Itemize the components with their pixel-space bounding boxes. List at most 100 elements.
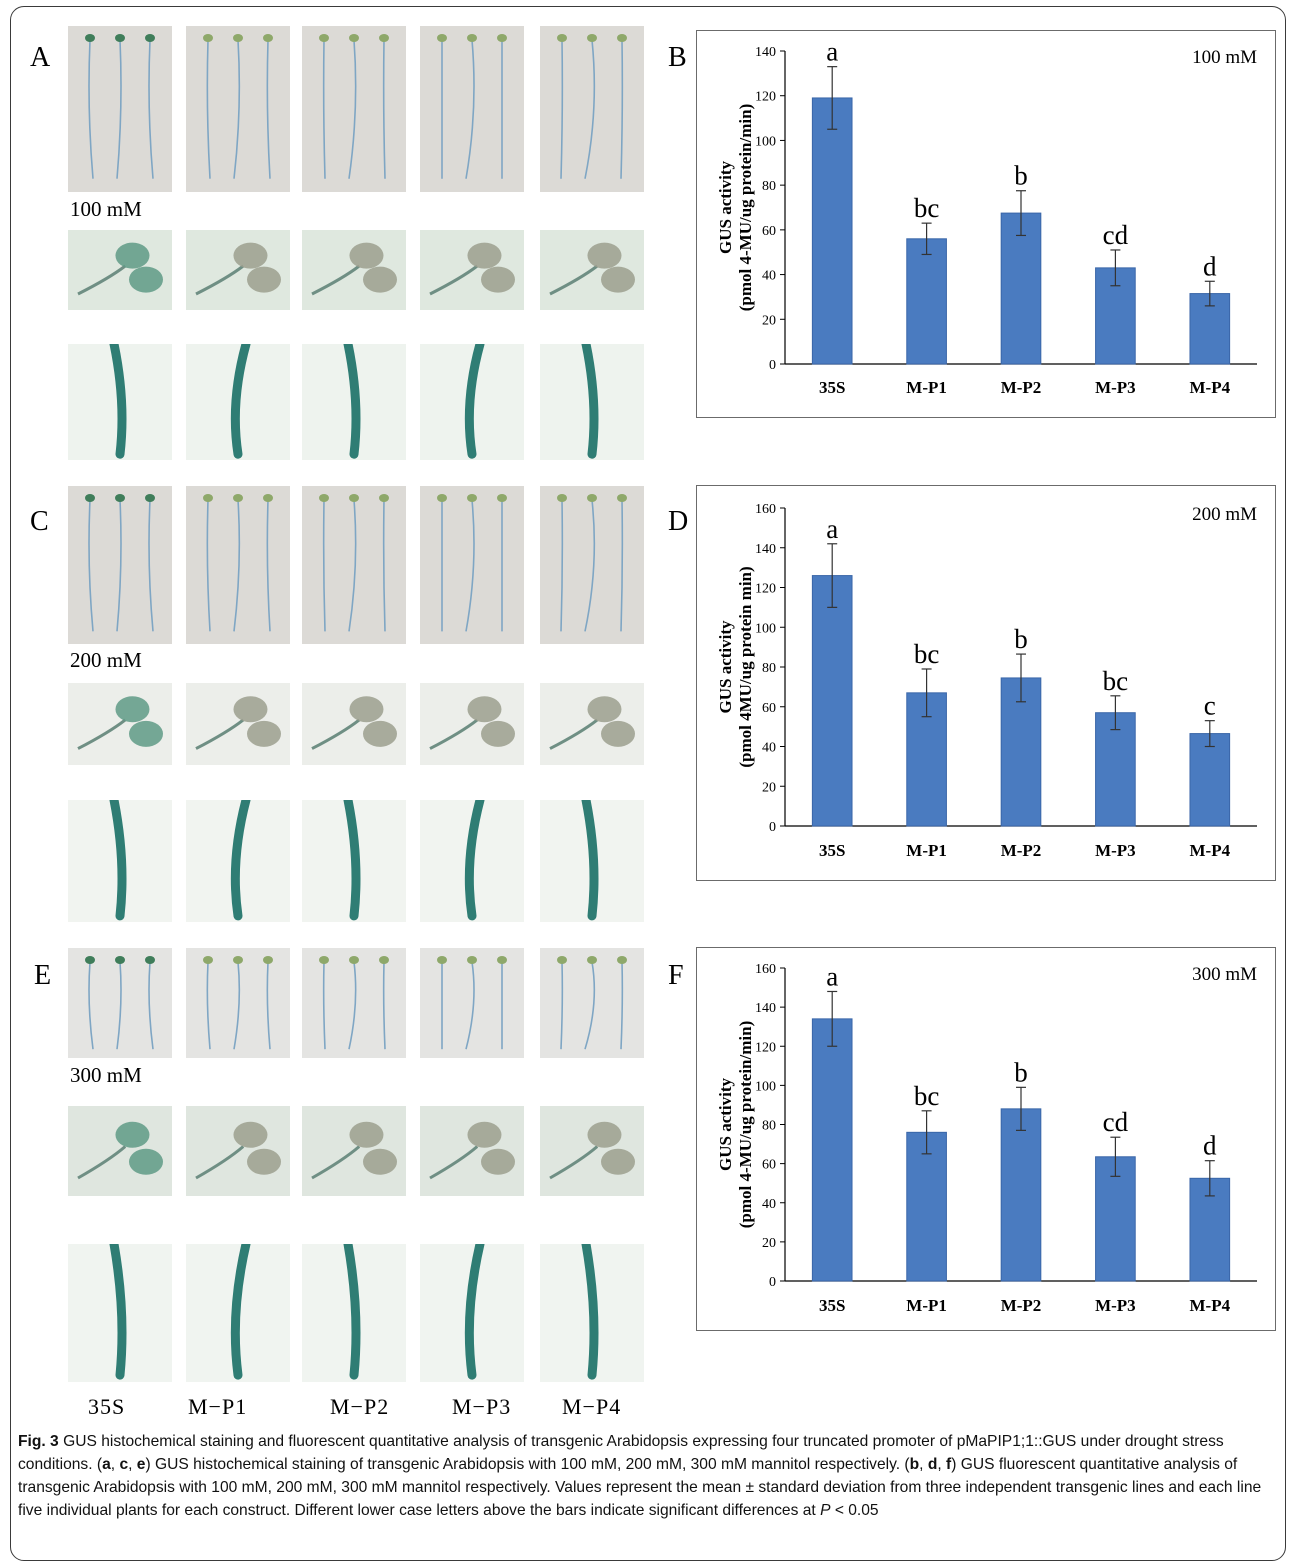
gus-roots-photo xyxy=(420,1244,524,1382)
gus-cotyledons-photo xyxy=(420,683,524,765)
bar xyxy=(1189,733,1231,827)
gus-seedlings-photo xyxy=(420,948,524,1058)
y-tick-label: 20 xyxy=(762,780,776,795)
significance-letter: b xyxy=(1014,1057,1028,1087)
significance-letter: bc xyxy=(1103,666,1129,696)
x-tick-label: M-P1 xyxy=(906,841,947,860)
caption-ref-f: f xyxy=(946,1456,952,1473)
y-axis-label: GUS activity xyxy=(716,160,735,254)
y-tick-label: 40 xyxy=(762,269,776,284)
y-tick-label: 160 xyxy=(755,962,776,977)
construct-label-m-p1: M−P1 xyxy=(188,1394,248,1419)
gus-seedlings-photo xyxy=(540,486,644,644)
construct-label-m-p3: M−P3 xyxy=(452,1394,512,1419)
significance-letter: cd xyxy=(1103,220,1129,250)
x-tick-label: M-P4 xyxy=(1190,378,1231,397)
gus-roots-photo xyxy=(302,800,406,922)
figure-caption: Fig. 3 GUS histochemical staining and fl… xyxy=(18,1433,1262,1519)
bar xyxy=(811,1018,853,1282)
y-tick-label: 120 xyxy=(755,1040,776,1055)
gus-roots-photo xyxy=(186,344,290,460)
y-tick-label: 120 xyxy=(755,582,776,597)
gus-cotyledons-photo xyxy=(420,1106,524,1196)
gus-cotyledons-photo xyxy=(302,230,406,310)
caption-ref-b: b xyxy=(909,1456,920,1473)
gus-seedlings-photo xyxy=(420,486,524,644)
y-axis-label-units: (pmol 4MU/ug protein min) xyxy=(736,566,755,767)
construct-label-35s: 35S xyxy=(88,1394,126,1419)
gus-roots-photo xyxy=(420,800,524,922)
gus-roots-photo xyxy=(420,344,524,460)
y-tick-label: 160 xyxy=(755,502,776,517)
gus-roots-photo xyxy=(302,1244,406,1382)
caption-text-4: < 0.05 xyxy=(830,1502,879,1519)
bar xyxy=(811,97,853,365)
gus-roots-photo xyxy=(302,344,406,460)
y-tick-label: 100 xyxy=(755,1079,776,1094)
caption-ref-e: e xyxy=(136,1456,146,1473)
concentration-label-300: 300 mM xyxy=(70,1063,142,1087)
x-tick-label: M-P4 xyxy=(1190,841,1231,860)
gus-seedlings-photo xyxy=(302,948,406,1058)
gus-seedlings-photo xyxy=(68,26,172,192)
bar-chart-300mm: 0 20 40 60 80 100 120 140 160 GUS activity (pmol 4… xyxy=(716,961,1257,1315)
gus-roots-photo xyxy=(68,1244,172,1382)
y-tick-label: 80 xyxy=(762,661,776,676)
gus-cotyledons-photo xyxy=(540,683,644,765)
bar xyxy=(1189,1177,1231,1282)
concentration-label-200: 200 mM xyxy=(70,648,142,672)
caption-fig-label: Fig. 3 xyxy=(18,1433,59,1450)
y-tick-label: 0 xyxy=(769,358,776,373)
x-tick-label: M-P1 xyxy=(906,378,947,397)
gus-roots-photo xyxy=(186,800,290,922)
gus-roots-photo xyxy=(68,344,172,460)
x-tick-label: 35S xyxy=(819,1296,845,1315)
x-tick-label: 35S xyxy=(819,841,845,860)
caption-ref-c: c xyxy=(119,1456,129,1473)
y-tick-label: 0 xyxy=(769,820,776,835)
chart-panel-d: 0 20 40 60 80 100 120 140 160 GUS activity (pmol 4… xyxy=(696,485,1276,881)
panel-letter-a: A xyxy=(30,42,51,73)
chart-panel-f: 0 20 40 60 80 100 120 140 160 GUS activity (pmol 4… xyxy=(696,947,1276,1331)
caption-text-1: GUS histochemical staining and fluoresce… xyxy=(18,1433,1224,1473)
gus-cotyledons-photo xyxy=(68,683,172,765)
y-tick-label: 40 xyxy=(762,1197,776,1212)
gus-seedlings-photo xyxy=(540,26,644,192)
gus-cotyledons-photo xyxy=(186,683,290,765)
y-tick-label: 140 xyxy=(755,45,776,60)
panel-letter-f: F xyxy=(668,960,684,991)
significance-letter: bc xyxy=(914,1081,940,1111)
caption-ref-a: a xyxy=(102,1456,111,1473)
gus-cotyledons-photo xyxy=(540,1106,644,1196)
gus-seedlings-photo xyxy=(302,26,406,192)
significance-letter: b xyxy=(1014,624,1028,654)
y-tick-label: 100 xyxy=(755,621,776,636)
gus-cotyledons-photo xyxy=(186,230,290,310)
panel-letter-b: B xyxy=(668,42,687,73)
significance-letter: c xyxy=(1204,691,1216,721)
significance-letter: a xyxy=(826,961,838,991)
y-tick-label: 140 xyxy=(755,1001,776,1016)
gus-cotyledons-photo xyxy=(302,1106,406,1196)
gus-roots-photo xyxy=(540,344,644,460)
y-tick-label: 0 xyxy=(769,1275,776,1290)
gus-cotyledons-photo xyxy=(186,1106,290,1196)
concentration-label-100: 100 mM xyxy=(70,197,142,221)
bar xyxy=(811,575,853,827)
significance-letter: b xyxy=(1014,161,1028,191)
gus-cotyledons-photo xyxy=(302,683,406,765)
y-axis-label-units: (pmol 4-MU/ug protein/min) xyxy=(736,1021,755,1228)
y-tick-label: 20 xyxy=(762,1236,776,1251)
x-tick-label: M-P2 xyxy=(1001,1296,1042,1315)
caption-ref-d: d xyxy=(927,1456,938,1473)
caption-text-3: ) GUS fluorescent quantitative analysis … xyxy=(18,1456,1262,1519)
bar xyxy=(1000,1108,1042,1282)
y-axis-label: GUS activity xyxy=(716,1077,735,1171)
condition-label: 100 mM xyxy=(1192,47,1257,68)
bar-chart-100mm: 0 20 40 60 80 100 120 140 GUS activity (pmol 4-MU… xyxy=(716,37,1257,397)
x-tick-label: M-P1 xyxy=(906,1296,947,1315)
gus-roots-photo xyxy=(186,1244,290,1382)
x-tick-label: M-P3 xyxy=(1095,1296,1136,1315)
construct-label-m-p2: M−P2 xyxy=(330,1394,390,1419)
gus-cotyledons-photo xyxy=(420,230,524,310)
